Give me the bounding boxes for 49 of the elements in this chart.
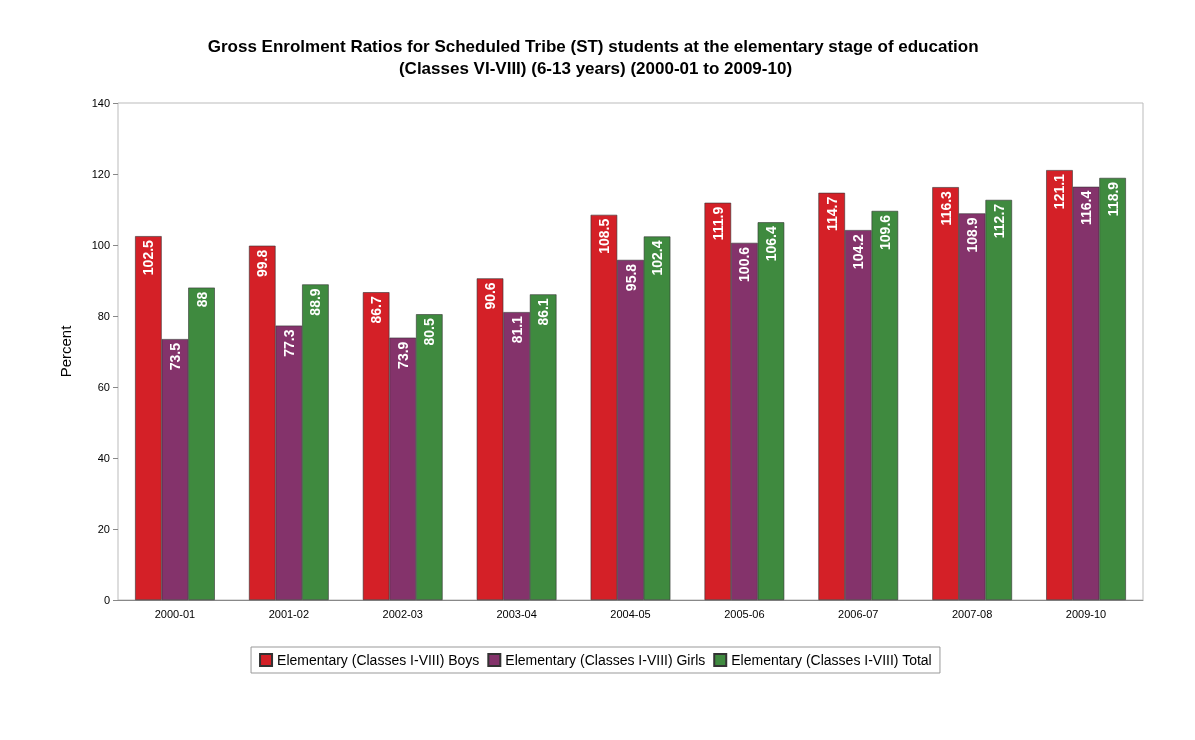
x-tick-label: 2007-08 <box>951 607 993 620</box>
data-label: 86.7 <box>368 296 385 324</box>
y-tick-label: 120 <box>91 168 110 180</box>
chart-title: Gross Enrolment Ratios for Scheduled Tribe (ST) students at the elementary stage of education (Classes VI-VIII) (6-13 years) (2000-01 to 2009-10) <box>207 36 984 78</box>
data-label: 121.1 <box>1051 173 1068 210</box>
legend-label: Elementary (Classes I-VIII) Boys <box>277 652 480 668</box>
data-label: 99.8 <box>254 249 271 277</box>
y-tick-label: 40 <box>97 452 110 464</box>
data-label: 73.9 <box>394 341 411 369</box>
data-label: 73.5 <box>166 342 183 371</box>
x-tick-label: 2004-05 <box>610 607 651 620</box>
x-tick-label: 2006-07 <box>838 607 879 620</box>
data-label: 102.4 <box>649 240 666 276</box>
data-label: 77.3 <box>280 329 297 357</box>
data-label: 80.5 <box>421 318 438 346</box>
y-tick-label: 100 <box>91 239 110 251</box>
x-tick-label: 2002-03 <box>382 607 423 620</box>
data-label: 116.4 <box>1078 190 1095 226</box>
data-label: 102.5 <box>140 239 157 276</box>
x-tick-label: 2005-06 <box>724 607 765 620</box>
data-label: 112.7 <box>990 203 1007 239</box>
data-label: 106.4 <box>762 226 779 262</box>
y-tick-label: 80 <box>97 310 110 322</box>
x-tick-label: 2003-04 <box>496 607 537 620</box>
legend-label: Elementary (Classes I-VIII) Total <box>731 652 932 668</box>
data-label: 86.1 <box>535 298 552 326</box>
y-tick-label: 0 <box>103 594 110 606</box>
legend-label: Elementary (Classes I-VIII) Girls <box>505 652 706 668</box>
data-label: 81.1 <box>508 315 525 344</box>
data-label: 108.5 <box>595 218 612 254</box>
y-tick-label: 60 <box>97 381 110 393</box>
data-label: 111.9 <box>709 206 726 241</box>
data-label: 104.2 <box>850 233 867 270</box>
data-label: 95.8 <box>622 263 639 292</box>
x-tick-label: 2009-10 <box>1065 607 1107 620</box>
data-label: 88 <box>193 291 210 308</box>
y-tick-label: 140 <box>91 97 110 109</box>
data-label: 90.6 <box>482 282 499 310</box>
data-label: 116.3 <box>937 190 954 226</box>
data-label: 88.9 <box>307 288 324 316</box>
y-tick-label: 20 <box>97 523 110 535</box>
x-tick-label: 2000-01 <box>154 607 196 620</box>
data-label: 114.7 <box>823 196 840 232</box>
data-label: 109.6 <box>876 214 893 250</box>
data-label: 118.9 <box>1104 181 1121 217</box>
x-tick-label: 2001-02 <box>268 607 310 620</box>
data-label: 108.9 <box>964 217 981 253</box>
data-label: 100.6 <box>736 246 753 282</box>
y-axis-title: Percent <box>57 324 74 378</box>
